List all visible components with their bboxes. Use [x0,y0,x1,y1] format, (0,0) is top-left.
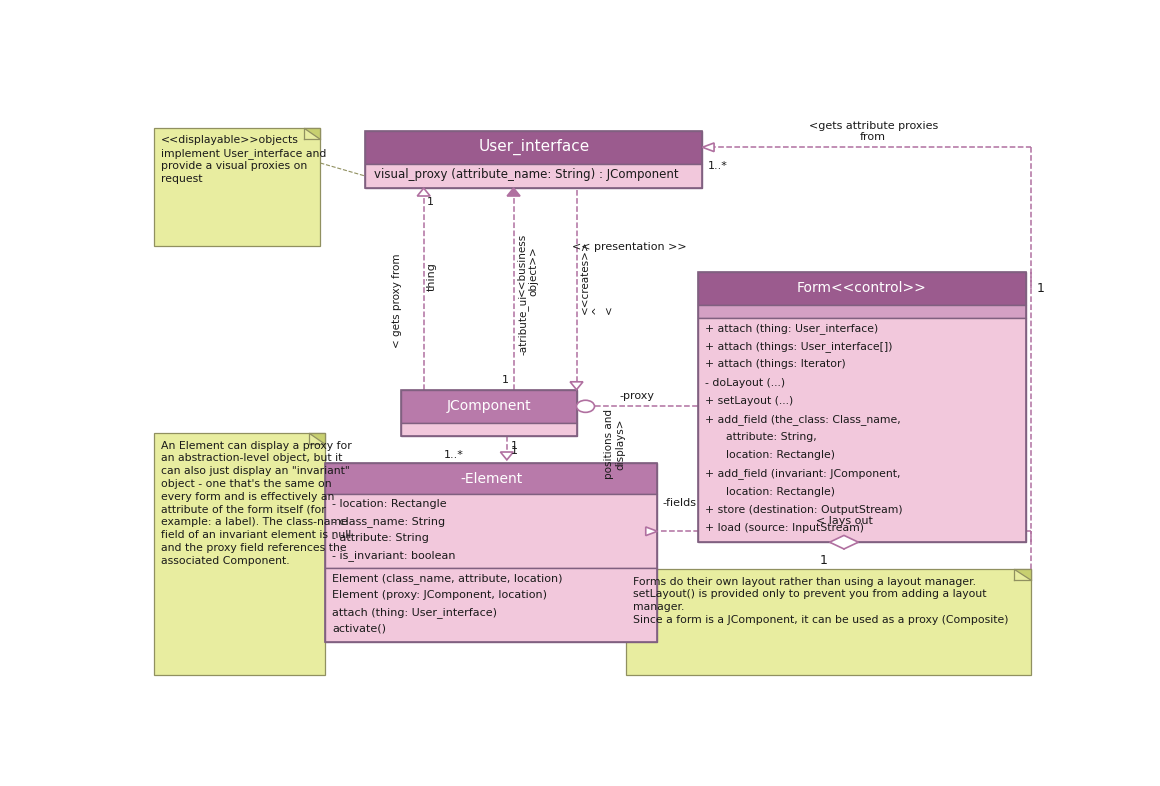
Circle shape [577,400,594,413]
FancyBboxPatch shape [325,568,658,642]
Text: location: Rectangle): location: Rectangle) [705,487,835,497]
Text: -fields: -fields [662,498,697,509]
Text: - attribute: String: - attribute: String [332,533,429,543]
FancyBboxPatch shape [325,494,658,568]
Text: - is_invariant: boolean: - is_invariant: boolean [332,550,456,561]
Text: 1: 1 [510,441,517,451]
Text: positions and
displays>: positions and displays> [604,410,625,479]
Text: thing: thing [427,263,436,292]
Text: + add_field (invariant: JComponent,: + add_field (invariant: JComponent, [705,468,900,479]
Text: JComponent: JComponent [447,399,531,413]
Text: <gets attribute proxies
from: <gets attribute proxies from [809,121,937,142]
Text: Form<<control>>: Form<<control>> [797,281,927,296]
Polygon shape [304,127,320,138]
Polygon shape [507,188,520,196]
Text: << presentation >>: << presentation >> [573,242,687,252]
Text: 1..*: 1..* [708,160,727,171]
Text: Element (class_name, attribute, location): Element (class_name, attribute, location… [332,573,563,584]
Polygon shape [646,527,658,535]
Text: - doLayout (...): - doLayout (...) [705,377,785,387]
FancyBboxPatch shape [401,423,577,436]
Text: User_interface: User_interface [478,139,589,156]
Text: Forms do their own layout rather than using a layout manager.
setLayout() is pro: Forms do their own layout rather than us… [633,577,1009,625]
Text: attribute: String,: attribute: String, [705,432,817,442]
Text: + attach (things: Iterator): + attach (things: Iterator) [705,359,846,369]
Text: + setLayout (...): + setLayout (...) [705,395,793,406]
Text: + attach (thing: User_interface): + attach (thing: User_interface) [705,323,878,334]
Text: 1: 1 [510,446,517,456]
FancyBboxPatch shape [154,127,320,245]
Text: Element (proxy: JComponent, location): Element (proxy: JComponent, location) [332,590,548,600]
Text: 1: 1 [820,554,828,567]
Text: -atribute_ui: -atribute_ui [517,295,528,355]
Text: + load (source: InputStream): + load (source: InputStream) [705,523,864,533]
Text: < lays out: < lays out [815,516,872,527]
Text: An Element can display a proxy for
an abstraction-level object, but it
can also : An Element can display a proxy for an ab… [161,440,351,566]
Polygon shape [570,382,583,390]
Text: < gets proxy from: < gets proxy from [392,254,401,348]
Text: - location: Rectangle: - location: Rectangle [332,499,447,509]
Text: attach (thing: User_interface): attach (thing: User_interface) [332,607,496,618]
Text: 1: 1 [502,375,509,385]
FancyBboxPatch shape [698,305,1025,318]
Text: visual_proxy (attribute_name: String) : JComponent: visual_proxy (attribute_name: String) : … [375,167,679,181]
FancyBboxPatch shape [698,272,1025,305]
Text: + attach (things: User_interface[]): + attach (things: User_interface[]) [705,341,892,352]
FancyBboxPatch shape [365,164,703,188]
Text: - class_name: String: - class_name: String [332,516,445,527]
Polygon shape [829,535,858,549]
Text: 1: 1 [1037,282,1045,295]
Polygon shape [309,433,325,444]
Polygon shape [418,188,430,196]
Text: -proxy: -proxy [619,391,654,402]
Text: <<displayable>>objects
implement User_interface and
provide a visual proxies on
: <<displayable>>objects implement User_in… [161,135,327,184]
Text: 1..*: 1..* [444,450,464,460]
Text: -Element: -Element [461,472,522,486]
Polygon shape [500,452,513,460]
FancyBboxPatch shape [698,318,1025,542]
FancyBboxPatch shape [325,463,658,494]
Text: + store (destination: OutputStream): + store (destination: OutputStream) [705,505,902,515]
FancyBboxPatch shape [626,569,1030,675]
Text: 1: 1 [427,197,434,208]
Polygon shape [703,143,715,152]
Text: location: Rectangle): location: Rectangle) [705,450,835,460]
FancyBboxPatch shape [401,390,577,423]
FancyBboxPatch shape [365,130,703,164]
Text: <<creates>>
^
<: <<creates>> ^ < [580,240,614,314]
Text: <<business
object>>: <<business object>> [517,233,538,296]
Text: + add_field (the_class: Class_name,: + add_field (the_class: Class_name, [705,414,901,424]
FancyBboxPatch shape [154,433,325,675]
Text: activate(): activate() [332,624,386,634]
Polygon shape [1014,569,1030,580]
